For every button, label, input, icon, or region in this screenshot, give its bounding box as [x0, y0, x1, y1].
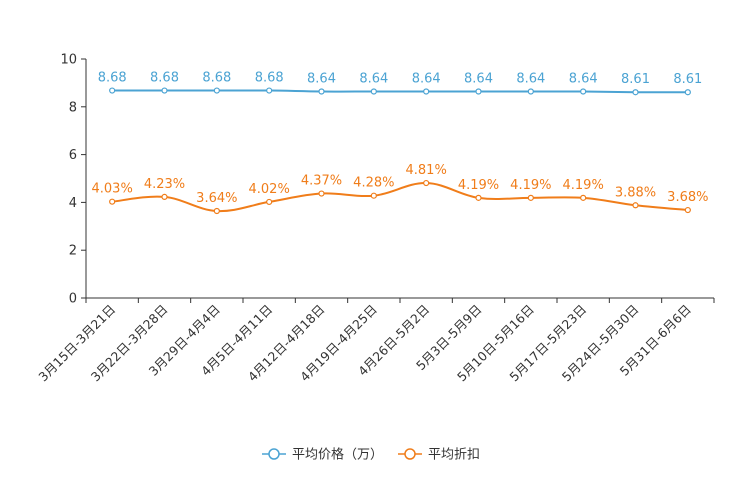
- data-point[interactable]: [684, 206, 691, 214]
- data-point[interactable]: [580, 88, 587, 95]
- legend-marker: [404, 448, 416, 460]
- series-2: 4.03% 4.23% 3.64% 4.02% 4.37% 4.28% 4.81% 4.19%…: [92, 163, 708, 215]
- data-label: 8.64: [412, 72, 441, 87]
- data-point[interactable]: [109, 87, 116, 94]
- legend-label: 平均折扣: [428, 448, 480, 463]
- data-label: 8.68: [150, 71, 179, 86]
- data-point[interactable]: [527, 88, 534, 95]
- data-label: 8.61: [621, 72, 650, 87]
- y-tick-label: 2: [69, 244, 77, 259]
- series-line: [112, 182, 688, 213]
- data-point[interactable]: [318, 88, 325, 95]
- y-tick-label: 4: [69, 196, 77, 211]
- data-label: 8.64: [569, 72, 598, 87]
- data-point[interactable]: [266, 198, 273, 206]
- data-point[interactable]: [109, 198, 116, 205]
- data-point[interactable]: [161, 193, 168, 201]
- series-layer: 8.68 8.68 8.68 8.68 8.64 8.64 8.64 8.64 8.64 8.64…: [92, 71, 708, 215]
- legend-item-2[interactable]: 平均折扣: [398, 448, 480, 463]
- data-label: 4.03%: [92, 182, 133, 197]
- data-point[interactable]: [213, 207, 220, 215]
- data-label: 3.88%: [615, 185, 656, 200]
- data-point[interactable]: [475, 88, 482, 95]
- data-point[interactable]: [684, 89, 691, 96]
- data-label: 8.68: [98, 71, 127, 86]
- data-point[interactable]: [213, 87, 220, 94]
- data-label: 8.68: [255, 71, 284, 86]
- data-point[interactable]: [318, 190, 325, 197]
- series-1: 8.68 8.68 8.68 8.68 8.64 8.64 8.64 8.64 8.64 8.64…: [98, 71, 702, 96]
- data-label: 4.02%: [249, 182, 290, 197]
- legend-item-1[interactable]: 平均价格（万）: [262, 447, 383, 463]
- data-point[interactable]: [580, 194, 587, 201]
- legend-label: 平均价格（万）: [292, 447, 383, 463]
- data-label: 3.68%: [667, 190, 708, 205]
- data-label: 8.61: [673, 72, 702, 87]
- data-label: 8.68: [202, 71, 231, 86]
- data-point[interactable]: [423, 179, 430, 187]
- y-tick-label: 10: [60, 53, 77, 68]
- y-tick-label: 6: [69, 148, 77, 163]
- data-label: 4.19%: [563, 178, 604, 193]
- data-point[interactable]: [475, 194, 482, 201]
- data-label: 4.37%: [301, 174, 342, 189]
- data-point[interactable]: [632, 202, 639, 209]
- data-point[interactable]: [423, 88, 430, 95]
- legend-marker: [268, 448, 280, 460]
- data-point[interactable]: [370, 192, 377, 199]
- series-line: [112, 89, 688, 94]
- data-label: 8.64: [307, 72, 336, 87]
- data-label: 4.19%: [458, 178, 499, 193]
- data-point[interactable]: [161, 87, 168, 94]
- data-point[interactable]: [527, 194, 534, 201]
- data-point[interactable]: [632, 89, 639, 96]
- data-label: 4.19%: [510, 178, 551, 193]
- data-label: 3.64%: [196, 191, 237, 206]
- data-label: 8.64: [516, 72, 545, 87]
- chart-axes: 02468103月15日-3月21日3月22日-3月28日3月29日-4月4日4…: [35, 53, 715, 384]
- data-label: 4.23%: [144, 177, 185, 192]
- chart-legend[interactable]: 平均价格（万） 平均折扣: [262, 447, 480, 463]
- data-label: 8.64: [359, 72, 388, 87]
- y-tick-label: 8: [69, 100, 77, 115]
- data-label: 4.81%: [406, 163, 447, 178]
- data-label: 8.64: [464, 72, 493, 87]
- data-point[interactable]: [266, 87, 273, 94]
- y-tick-label: 0: [69, 292, 77, 307]
- data-point[interactable]: [370, 88, 377, 95]
- data-label: 4.28%: [353, 176, 394, 191]
